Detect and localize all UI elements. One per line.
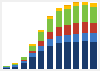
Bar: [29, 51, 36, 53]
Bar: [38, 41, 44, 46]
Bar: [82, 41, 88, 69]
Bar: [47, 32, 53, 39]
Bar: [38, 51, 44, 69]
Bar: [56, 36, 62, 43]
Bar: [29, 44, 36, 46]
Bar: [82, 1, 88, 2]
Bar: [82, 5, 88, 22]
Bar: [38, 32, 44, 41]
Bar: [21, 61, 27, 63]
Bar: [3, 67, 10, 68]
Bar: [64, 9, 71, 25]
Bar: [73, 2, 79, 3]
Bar: [38, 30, 44, 32]
Bar: [47, 19, 53, 32]
Bar: [73, 34, 79, 42]
Bar: [21, 63, 27, 69]
Bar: [21, 57, 27, 60]
Bar: [64, 42, 71, 69]
Bar: [90, 3, 97, 7]
Bar: [12, 63, 18, 64]
Bar: [12, 64, 18, 65]
Bar: [82, 33, 88, 41]
Bar: [3, 68, 10, 69]
Bar: [90, 7, 97, 23]
Bar: [90, 42, 97, 69]
Bar: [64, 5, 71, 6]
Bar: [12, 67, 18, 69]
Bar: [47, 46, 53, 69]
Bar: [64, 25, 71, 35]
Bar: [90, 23, 97, 33]
Bar: [47, 16, 53, 17]
Bar: [82, 2, 88, 5]
Bar: [21, 60, 27, 61]
Bar: [29, 53, 36, 57]
Bar: [56, 43, 62, 69]
Bar: [73, 42, 79, 69]
Bar: [82, 22, 88, 33]
Bar: [47, 39, 53, 46]
Bar: [29, 46, 36, 51]
Bar: [3, 66, 10, 67]
Bar: [64, 35, 71, 42]
Bar: [56, 27, 62, 36]
Bar: [47, 17, 53, 19]
Bar: [29, 57, 36, 69]
Bar: [73, 3, 79, 6]
Bar: [73, 6, 79, 23]
Bar: [56, 11, 62, 27]
Bar: [56, 8, 62, 11]
Bar: [38, 46, 44, 51]
Bar: [73, 23, 79, 34]
Bar: [90, 33, 97, 42]
Bar: [12, 65, 18, 67]
Bar: [64, 6, 71, 9]
